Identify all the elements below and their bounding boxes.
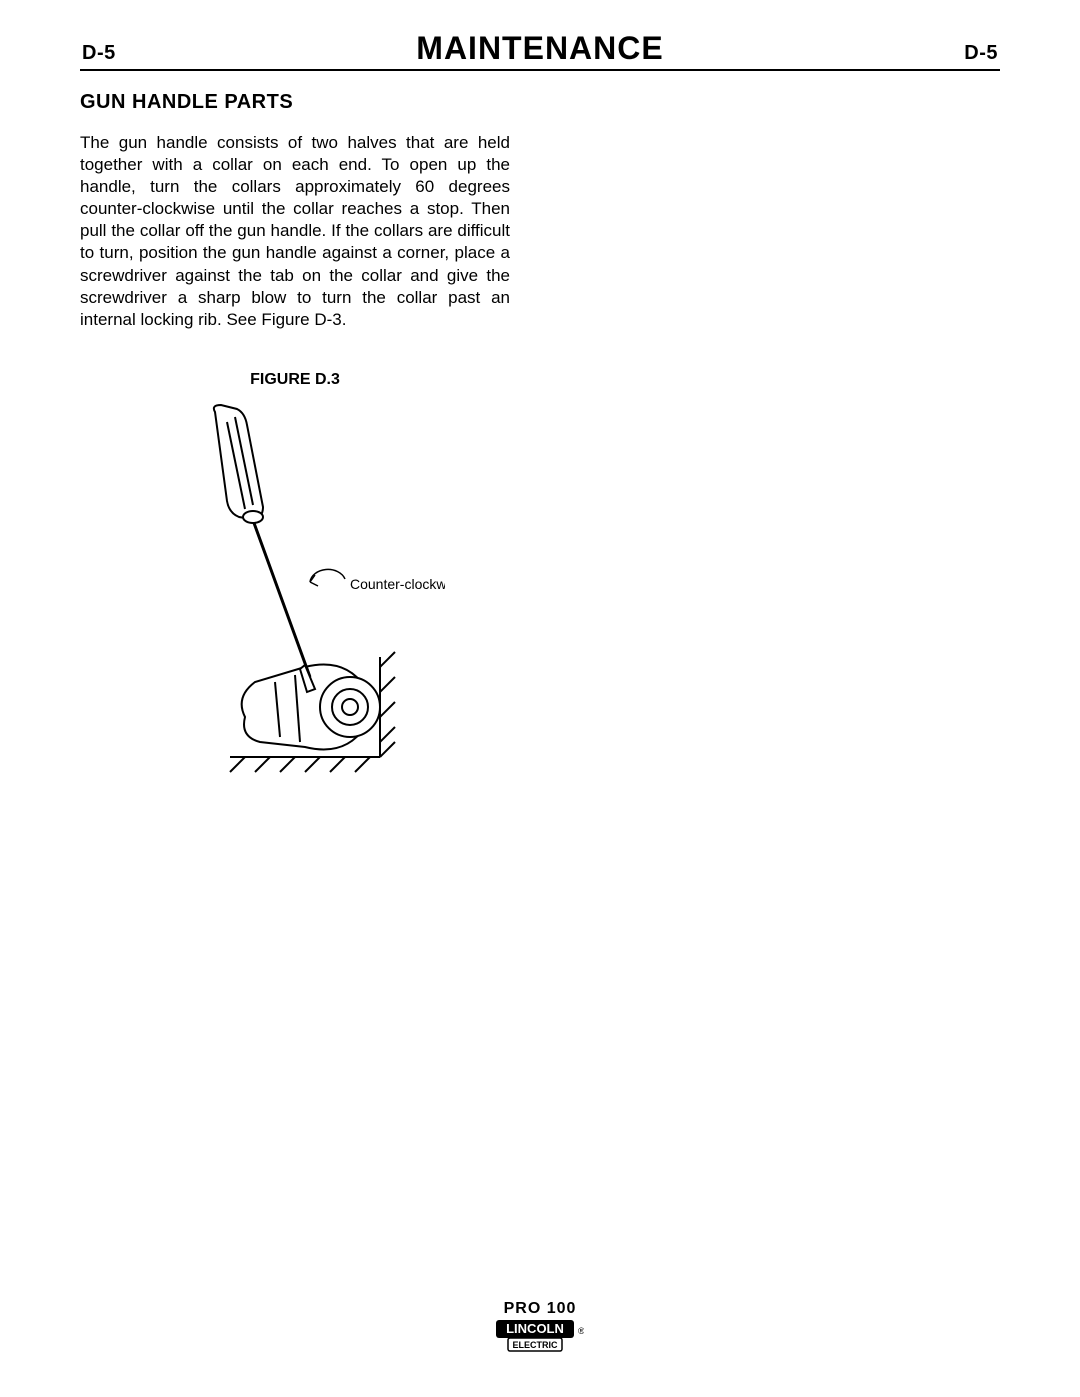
lincoln-electric-logo-icon: LINCOLN ® ELECTRIC: [496, 1320, 584, 1352]
header-page-left: D-5: [82, 42, 116, 65]
page: D-5 MAINTENANCE D-5 GUN HANDLE PARTS The…: [0, 0, 1080, 1397]
header-title: MAINTENANCE: [416, 30, 663, 67]
svg-text:®: ®: [578, 1326, 584, 1336]
page-footer: PRO 100 LINCOLN ® ELECTRIC: [0, 1300, 1080, 1357]
rotation-arrow-icon: [310, 569, 345, 586]
header-page-right: D-5: [964, 42, 998, 65]
figure-illustration: Counter-clockwise: [145, 397, 445, 797]
figure-block: FIGURE D.3: [80, 371, 510, 797]
section-heading: GUN HANDLE PARTS: [80, 91, 1000, 114]
svg-text:ELECTRIC: ELECTRIC: [513, 1340, 559, 1350]
page-header: D-5 MAINTENANCE D-5: [80, 30, 1000, 71]
figure-caption: FIGURE D.3: [80, 371, 510, 389]
screwdriver-icon: [214, 405, 315, 692]
svg-text:LINCOLN: LINCOLN: [506, 1321, 564, 1336]
figure-annotation: Counter-clockwise: [350, 576, 445, 592]
section-body: The gun handle consists of two halves th…: [80, 132, 510, 331]
footer-model: PRO 100: [0, 1300, 1080, 1318]
